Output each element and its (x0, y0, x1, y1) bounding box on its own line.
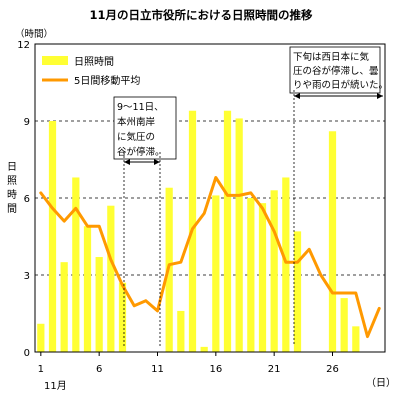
sunshine-bar (223, 110, 232, 352)
annotation-trough-arrowhead-right (154, 159, 160, 165)
legend-bar-label: 日照時間 (74, 56, 114, 68)
sunshine-bar (200, 346, 208, 352)
x-tick-label: 21 (268, 364, 281, 375)
y-axis-label-char: 照 (7, 175, 17, 187)
annotation-late-month-box: 下旬は西日本に気 圧の谷が停滞し、曇 りや雨の日が続いた。 (289, 46, 388, 346)
annotation-trough-line-1: 9～11日、 (117, 102, 164, 113)
y-tick-label: 12 (17, 40, 30, 51)
sunshine-bar (83, 226, 92, 352)
y-axis-label-char: 間 (7, 203, 17, 215)
moving-average-line (39, 176, 381, 339)
annotation-late-month-line-1: 下旬は西日本に気 (293, 51, 370, 63)
sunshine-bars (37, 110, 360, 352)
x-tick-label: 11 (151, 364, 164, 375)
plot-frame (34, 43, 386, 353)
sunshine-bar (72, 177, 80, 352)
sunshine-bar (328, 131, 337, 352)
x-unit-label: （日） (366, 377, 396, 389)
x-tick-label: 16 (209, 364, 222, 375)
y-axis-label-char: 日 (7, 162, 17, 173)
sunshine-bar (258, 203, 267, 352)
annotation-late-month-line-2: 圧の谷が停滞し、曇 (293, 65, 379, 77)
sunshine-bar (247, 198, 255, 352)
x-tick-label: 1 (38, 364, 44, 375)
y-axis-ticks: 0 3 6 9 12 (17, 40, 30, 359)
sunshine-bar (212, 195, 220, 352)
y-unit-label: （時間） (15, 28, 53, 40)
annotation-late-month-arrowhead-left (294, 93, 300, 99)
annotation-trough-line-2: 本州南岸 (117, 116, 156, 128)
y-tick-label: 6 (24, 194, 30, 205)
annotation-trough-frame (113, 96, 177, 160)
sunshine-bar (235, 118, 243, 352)
sunshine-bar (118, 282, 127, 352)
sunshine-bar (60, 262, 68, 352)
legend-bar-swatch (42, 56, 68, 65)
sunshine-bar (95, 257, 103, 352)
annotation-trough-arrowhead-left (124, 159, 130, 165)
annotation-trough-line-4: 谷が停滞。 (117, 146, 165, 158)
x-axis-ticks: 1 6 11 16 21 26 (38, 352, 339, 375)
sunshine-bar (48, 121, 57, 352)
annotation-late-month-frame (289, 46, 381, 94)
y-tick-label: 3 (24, 271, 30, 282)
legend-line-label: 5日間移動平均 (74, 74, 140, 87)
sunshine-bar (37, 323, 45, 352)
y-tick-label: 0 (24, 348, 30, 359)
y-axis-label: 日照時間 (7, 162, 17, 215)
sunshine-bar (107, 205, 115, 352)
y-tick-label: 9 (24, 117, 30, 128)
sunshine-bar (340, 298, 348, 352)
sunshine-bar (352, 326, 360, 352)
sunshine-bar (270, 190, 278, 352)
x-month-label: 11月 (44, 380, 67, 392)
sunshine-bar (293, 231, 302, 352)
annotation-trough-box: 9～11日、 本州南岸 に気圧の 谷が停滞。 (113, 96, 177, 346)
annotation-late-month-line-3: りや雨の日が続いた。 (293, 79, 388, 91)
moving-average-polyline (39, 176, 381, 339)
legend: 日照時間 5日間移動平均 (42, 56, 140, 87)
sunshine-bar (177, 310, 185, 352)
annotation-trough-line-3: に気圧の (117, 131, 155, 143)
annotation-late-month-arrowhead-right (377, 93, 383, 99)
x-tick-label: 26 (326, 364, 339, 375)
sunshine-bar (282, 177, 290, 352)
y-axis-label-char: 時 (7, 189, 17, 201)
chart-title: 11月の日立市役所における日照時間の推移 (89, 8, 313, 22)
x-tick-label: 6 (96, 364, 102, 375)
